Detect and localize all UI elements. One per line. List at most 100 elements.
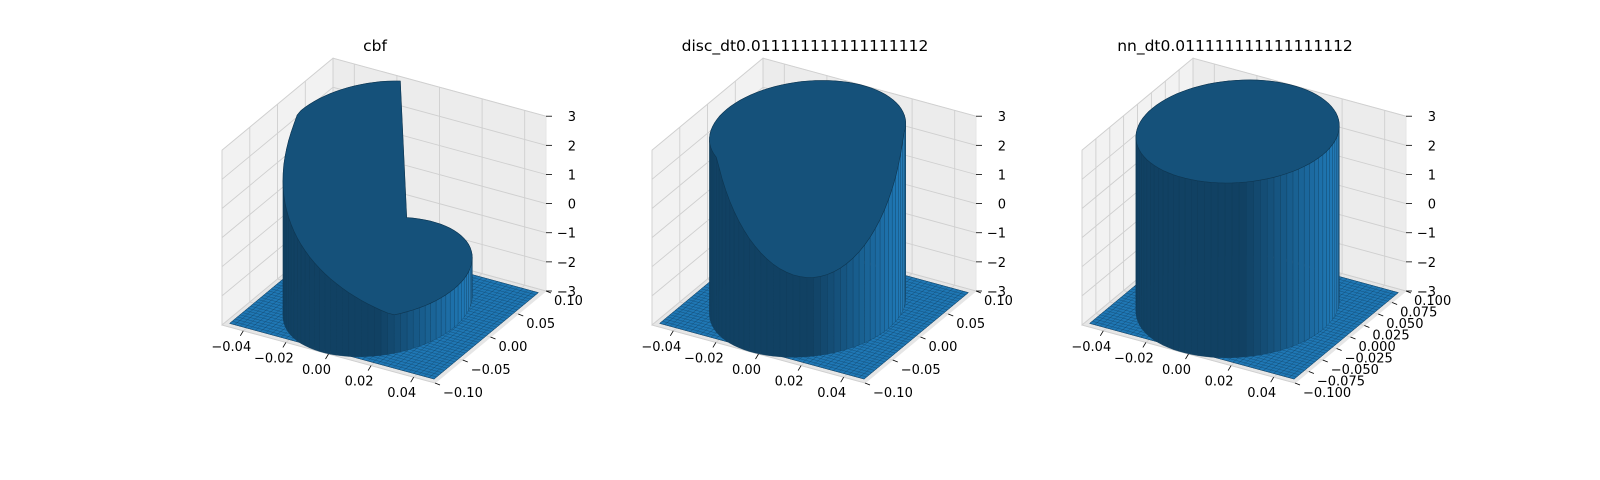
surface-wall-strip: [813, 276, 821, 357]
y-tick-label: 0.050: [1386, 317, 1423, 332]
x-tick: [797, 365, 802, 371]
z-tick-label: −2: [557, 256, 576, 271]
surface-wall-strip: [888, 188, 893, 329]
surface-wall-strip: [1168, 172, 1174, 350]
surface-wall-strip: [424, 302, 431, 345]
surface-wall-strip: [1304, 163, 1310, 342]
y-tick: [1308, 371, 1315, 374]
z-tick-label: −3: [1417, 285, 1436, 300]
surface-wall-strip: [846, 257, 854, 350]
y-tick: [1378, 313, 1384, 317]
y-tick-label: −0.025: [1345, 352, 1393, 367]
y-tick: [490, 336, 496, 340]
x-tick-label: 0.02: [345, 375, 374, 390]
x-tick: [239, 330, 244, 337]
surface-wall-strip: [361, 300, 369, 357]
x-tick: [1142, 342, 1147, 348]
subplot-nn: nn_dt0.011111111111111112−0.04−0.020.000…: [1071, 37, 1451, 401]
x-tick-label: 0.02: [775, 375, 804, 390]
surface-wall-strip: [470, 264, 472, 307]
surface: [229, 80, 539, 380]
surface-wall-strip: [1246, 181, 1254, 357]
x-tick: [1227, 365, 1232, 371]
surface: [1089, 79, 1399, 380]
surface-wall-strip: [1141, 152, 1145, 332]
y-tick: [518, 313, 524, 317]
surface-wall-strip: [1332, 140, 1335, 320]
surface-wall-strip: [468, 268, 471, 311]
x-tick-label: 0.04: [387, 386, 416, 401]
surface-wall-strip: [367, 303, 375, 357]
mesh-line: [413, 286, 519, 374]
y-tick: [864, 382, 871, 386]
y-tick-label: 0.100: [1414, 294, 1451, 309]
z-tick-label: −2: [987, 256, 1006, 271]
mesh-line: [863, 292, 969, 380]
mesh-line: [408, 285, 513, 373]
surface-wall-strip: [892, 177, 896, 326]
surface-wall-strip: [354, 296, 362, 357]
y-tick: [892, 359, 898, 363]
surface-wall-strip: [712, 150, 715, 330]
surface-wall-strip: [1224, 182, 1233, 358]
surface-wall-strip: [1179, 176, 1186, 354]
surface-wall-strip: [710, 147, 713, 326]
surface-wall-strip: [895, 165, 899, 323]
surface-wall-strip: [1146, 159, 1151, 338]
grid-line-z: [1081, 57, 1407, 151]
mesh-line: [1288, 291, 1394, 378]
x-tick-label: 0.00: [1162, 363, 1191, 378]
y-tick-label: 0.10: [984, 294, 1013, 309]
surface-wall-strip: [387, 312, 395, 355]
x-tick: [755, 353, 759, 360]
surface-wall-strip: [858, 244, 865, 346]
surface-wall-strip: [898, 153, 901, 319]
surface-wall-strip: [864, 236, 871, 343]
surface-wall-strip: [466, 271, 469, 315]
surface-wall-strip: [309, 256, 315, 351]
surface-wall-strip: [348, 292, 356, 357]
surface-wall-strip: [875, 219, 881, 338]
y-tick: [1350, 336, 1356, 340]
surface-wall-strip: [324, 273, 331, 355]
y-tick-label: −0.05: [471, 363, 511, 378]
surface-wall-strip: [1298, 166, 1305, 345]
subplot-cbf: cbf −0.04−0.02 0.00 0.02 0.04 −0.10 −0.05 0.00 0…: [211, 37, 583, 401]
surface-wall-strip: [879, 209, 885, 335]
z-tick-label: 1: [568, 168, 576, 183]
x-tick-label: 0.04: [817, 386, 846, 401]
surface-wall-strip: [713, 153, 717, 333]
y-tick: [1364, 325, 1370, 328]
mesh-line: [428, 291, 534, 378]
surface-wall-strip: [374, 306, 382, 357]
surface-wall-strip: [305, 250, 310, 349]
x-tick-label: −0.04: [1071, 340, 1111, 355]
surface-wall-strip: [722, 179, 726, 342]
z-tick-label: 0: [1428, 198, 1436, 213]
surface-wall-strip: [461, 278, 465, 321]
surface-wall-strip: [283, 195, 286, 327]
surface-wall-strip: [793, 274, 801, 358]
x-tick: [669, 330, 674, 337]
surface-wall-strip: [1136, 143, 1138, 322]
chart-title: cbf: [363, 37, 387, 55]
surface-wall-strip: [760, 252, 768, 356]
y-tick-label: −0.10: [443, 386, 483, 401]
surface-wall-strip: [1211, 182, 1219, 358]
surface-wall-strip: [779, 268, 787, 358]
surface-wall-strip: [297, 237, 302, 344]
surface-wall-strip: [1322, 151, 1327, 330]
surface-wall-strip: [716, 157, 720, 336]
surface-wall-strip: [1139, 149, 1142, 329]
surface-wall-strip: [820, 274, 828, 356]
surface-wall-strip: [1286, 171, 1294, 349]
mesh-line: [838, 285, 943, 373]
x-tick-label: −0.04: [211, 340, 251, 355]
z-tick-label: 3: [1428, 110, 1436, 125]
surface-wall-strip: [1154, 165, 1159, 344]
surface-wall-strip: [413, 307, 420, 349]
surface-wall-strip: [400, 311, 408, 352]
surface-wall-strip: [406, 309, 414, 351]
surface-wall-strip: [419, 305, 426, 347]
surface-wall-strip: [1217, 182, 1226, 358]
